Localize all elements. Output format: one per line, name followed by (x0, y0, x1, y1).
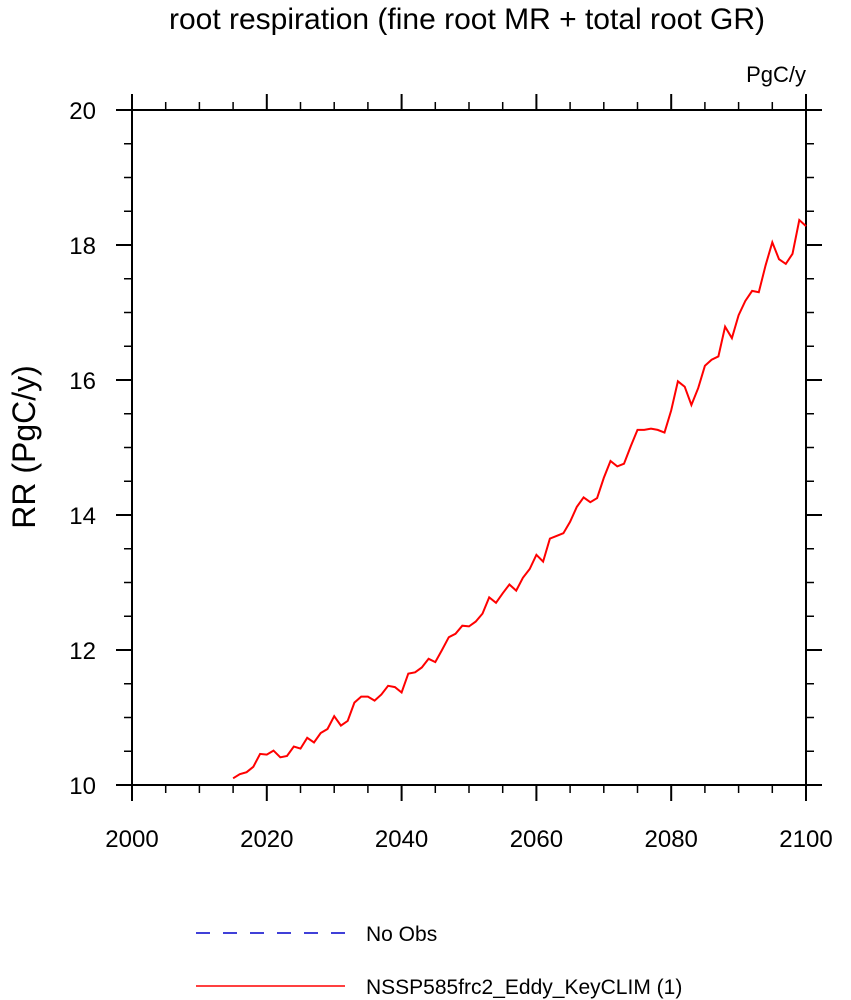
x-tick-label: 2080 (645, 826, 698, 853)
x-tick-label: 2040 (375, 826, 428, 853)
series-line-1 (232, 218, 807, 780)
x-tick-label: 2020 (240, 826, 293, 853)
plot-frame (131, 109, 807, 786)
legend: No Obs NSSP585frc2_Eddy_KeyCLIM (1) (196, 923, 682, 999)
y-axis-label: RR (PgC/y) (6, 365, 42, 529)
legend-label-no-obs: No Obs (366, 923, 437, 946)
x-tick-label: 2000 (105, 826, 158, 853)
y-tick-label: 20 (69, 98, 96, 125)
x-tick-label: 2100 (779, 826, 832, 853)
y-tick-label: 10 (69, 773, 96, 800)
units-label: PgC/y (746, 62, 806, 87)
series-lines (232, 218, 807, 780)
y-tick-label: 12 (69, 638, 96, 665)
y-tick-label: 16 (69, 368, 96, 395)
y-tick-label: 18 (69, 233, 96, 260)
x-tick-label: 2060 (510, 826, 563, 853)
axis-ticks (116, 94, 822, 801)
y-tick-label: 14 (69, 503, 96, 530)
legend-label-nssp585: NSSP585frc2_Eddy_KeyCLIM (1) (366, 976, 682, 999)
axis-tick-labels: 2000 2020 2040 2060 2080 2100 10 12 14 16 18 20 (69, 98, 832, 853)
chart-title: root respiration (fine root MR + total r… (169, 3, 765, 36)
